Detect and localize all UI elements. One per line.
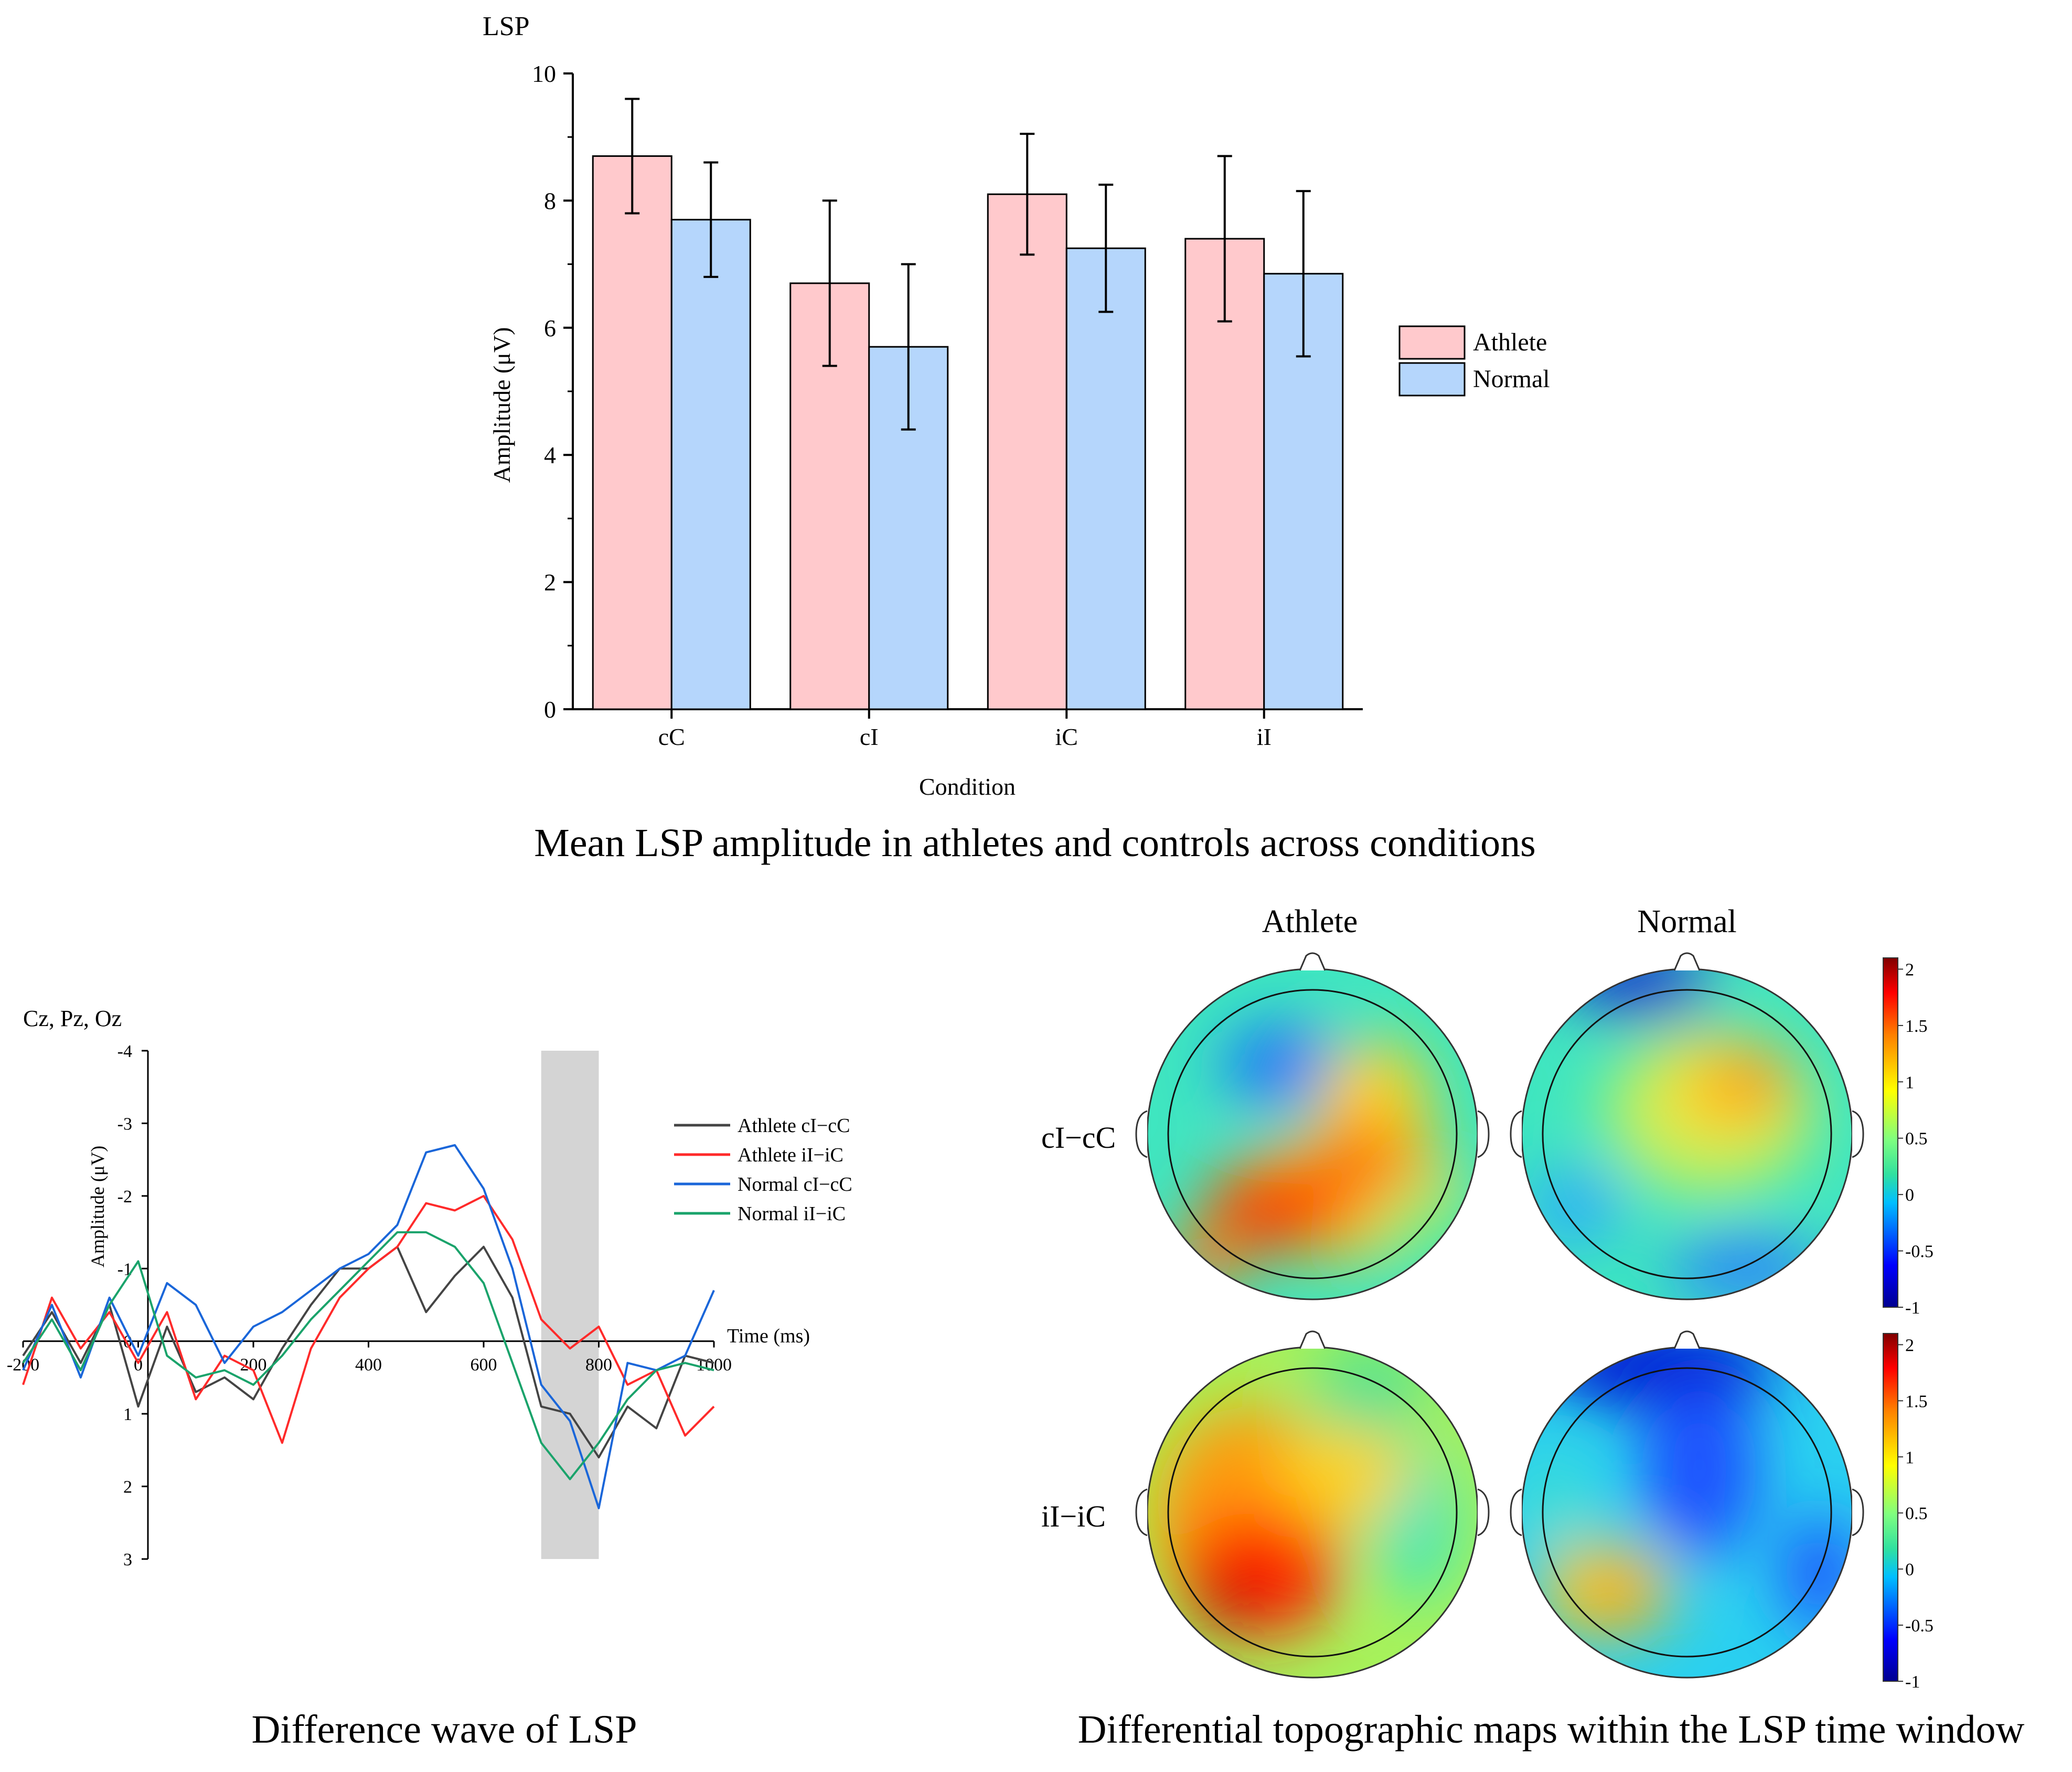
legend-swatch-normal xyxy=(1398,362,1466,397)
colorbar-tick-label: 0 xyxy=(1905,1560,1914,1579)
wave-y-tick-label: -3 xyxy=(118,1114,132,1134)
bar-y-tick-label: 6 xyxy=(544,315,556,341)
colorbar-bottom: 2 1.5 1 0.5 0 -0.5 -1 xyxy=(1883,1333,1934,1692)
lsp-time-window xyxy=(541,1051,599,1559)
legend-label-normal: Normal xyxy=(1473,365,1550,393)
bar-y-tick-label: 0 xyxy=(544,696,556,723)
colorbar-gradient xyxy=(1883,1333,1898,1682)
legend-label-athlete-cI-cC: Athlete cI−cC xyxy=(738,1115,850,1137)
colorbar-tick-label: -0.5 xyxy=(1905,1242,1934,1262)
bar-legend: Athlete Normal xyxy=(1398,325,1550,397)
wave-line-Athlete-iI−iC xyxy=(22,1194,715,1444)
bar-athlete-iC xyxy=(987,193,1067,710)
colorbar-tick-label: -1 xyxy=(1905,1298,1920,1318)
bar-chart-xlabel: Condition xyxy=(919,773,1016,800)
topomap-normal-cI-cC xyxy=(1510,952,1864,1300)
wave-chart-ylabel: Amplitude (μV) xyxy=(87,1146,108,1267)
bar-normal-iC xyxy=(1065,247,1146,710)
wave-panel-caption: Difference wave of LSP xyxy=(251,1707,637,1752)
topo-col-title-athlete: Athlete xyxy=(1262,904,1358,940)
bar-x-tick-label: cI xyxy=(860,723,879,750)
colorbar-tick-label: 1 xyxy=(1905,1448,1914,1467)
bar-y-tick-label: 2 xyxy=(544,569,556,596)
bar-chart-panel: LSP 0 2 4 6 8 10 cC cI iC iI Condition Amplitude … xyxy=(483,12,1550,865)
topo-panel: Athlete Normal cI−cC iI−iC xyxy=(1041,904,2024,1752)
topomap-athlete-cI-cC xyxy=(1135,952,1490,1300)
colorbar-tick-label: 1.5 xyxy=(1905,1392,1928,1411)
colorbar-tick-label: 1.5 xyxy=(1905,1017,1928,1036)
wave-chart-heading: Cz, Pz, Oz xyxy=(23,1006,122,1031)
colorbar-tick-label: -1 xyxy=(1905,1672,1920,1692)
wave-y-tick-label: 1 xyxy=(123,1405,132,1424)
topo-row-label-cI-cC: cI−cC xyxy=(1041,1120,1116,1155)
wave-x-tick-label: 600 xyxy=(471,1355,497,1375)
legend-label-normal-cI-cC: Normal cI−cC xyxy=(738,1173,852,1195)
colorbar-tick-label: 0.5 xyxy=(1905,1129,1928,1149)
colorbar-top: 2 1.5 1 0.5 0 -0.5 -1 xyxy=(1883,957,1934,1318)
wave-line-Normal-cI−cC xyxy=(22,1144,715,1510)
colorbar-tick-label: 2 xyxy=(1905,1336,1914,1355)
wave-y-tick-label: -2 xyxy=(118,1187,132,1207)
legend-label-normal-iI-iC: Normal iI−iC xyxy=(738,1203,846,1225)
colorbar-tick-label: 0 xyxy=(1905,1186,1914,1205)
legend-swatch-athlete xyxy=(1398,325,1466,360)
bar-y-tick-label: 8 xyxy=(544,187,556,214)
wave-y-tick-label: -4 xyxy=(118,1042,132,1061)
colorbar-tick-label: 0.5 xyxy=(1905,1504,1928,1523)
bar-y-tick-label: 10 xyxy=(532,60,556,87)
colorbar-tick-label: 1 xyxy=(1905,1073,1914,1092)
wave-chart-xlabel: Time (ms) xyxy=(727,1325,810,1347)
wave-x-tick-label: 1000 xyxy=(696,1355,732,1375)
bar-athlete-cC xyxy=(592,155,672,710)
legend-label-athlete-iI-iC: Athlete iI−iC xyxy=(738,1144,843,1166)
colorbar-tick-label: 2 xyxy=(1905,960,1914,979)
bar-plot-area: 0 2 4 6 8 10 cC cI iC iI xyxy=(532,60,1363,750)
topo-col-title-normal: Normal xyxy=(1637,904,1736,940)
colorbar-tick-label: -0.5 xyxy=(1905,1616,1934,1636)
legend-label-athlete: Athlete xyxy=(1473,328,1547,356)
wave-x-tick-label: 800 xyxy=(585,1355,612,1375)
bar-chart-ylabel: Amplitude (μV) xyxy=(488,327,515,483)
bar-x-tick-label: iC xyxy=(1055,723,1078,750)
wave-x-tick-label: -200 xyxy=(7,1355,39,1375)
bar-y-tick-label: 4 xyxy=(544,442,556,468)
bar-chart-heading: LSP xyxy=(483,12,530,41)
bar-panel-caption: Mean LSP amplitude in athletes and contr… xyxy=(534,821,1536,865)
bar-x-tick-label: iI xyxy=(1257,723,1272,750)
topo-panel-caption: Differential topographic maps within the… xyxy=(1078,1707,2025,1752)
wave-line-Normal-iI−iC xyxy=(22,1231,714,1480)
topomap-athlete-iI-iC xyxy=(1135,1330,1490,1679)
topo-row-label-iI-iC: iI−iC xyxy=(1041,1499,1106,1533)
wave-legend: Athlete cI−cC Athlete iI−iC Normal cI−cC… xyxy=(674,1115,852,1225)
wave-y-tick-label: 2 xyxy=(123,1478,132,1497)
bar-normal-cC xyxy=(670,219,751,710)
colorbar-gradient xyxy=(1883,957,1898,1308)
wave-x-tick-label: 400 xyxy=(355,1355,382,1375)
wave-y-tick-label: -1 xyxy=(118,1259,132,1279)
topomap-normal-iI-iC xyxy=(1510,1330,1864,1679)
wave-y-tick-label: 3 xyxy=(123,1550,132,1570)
bar-x-tick-label: cC xyxy=(658,723,685,750)
